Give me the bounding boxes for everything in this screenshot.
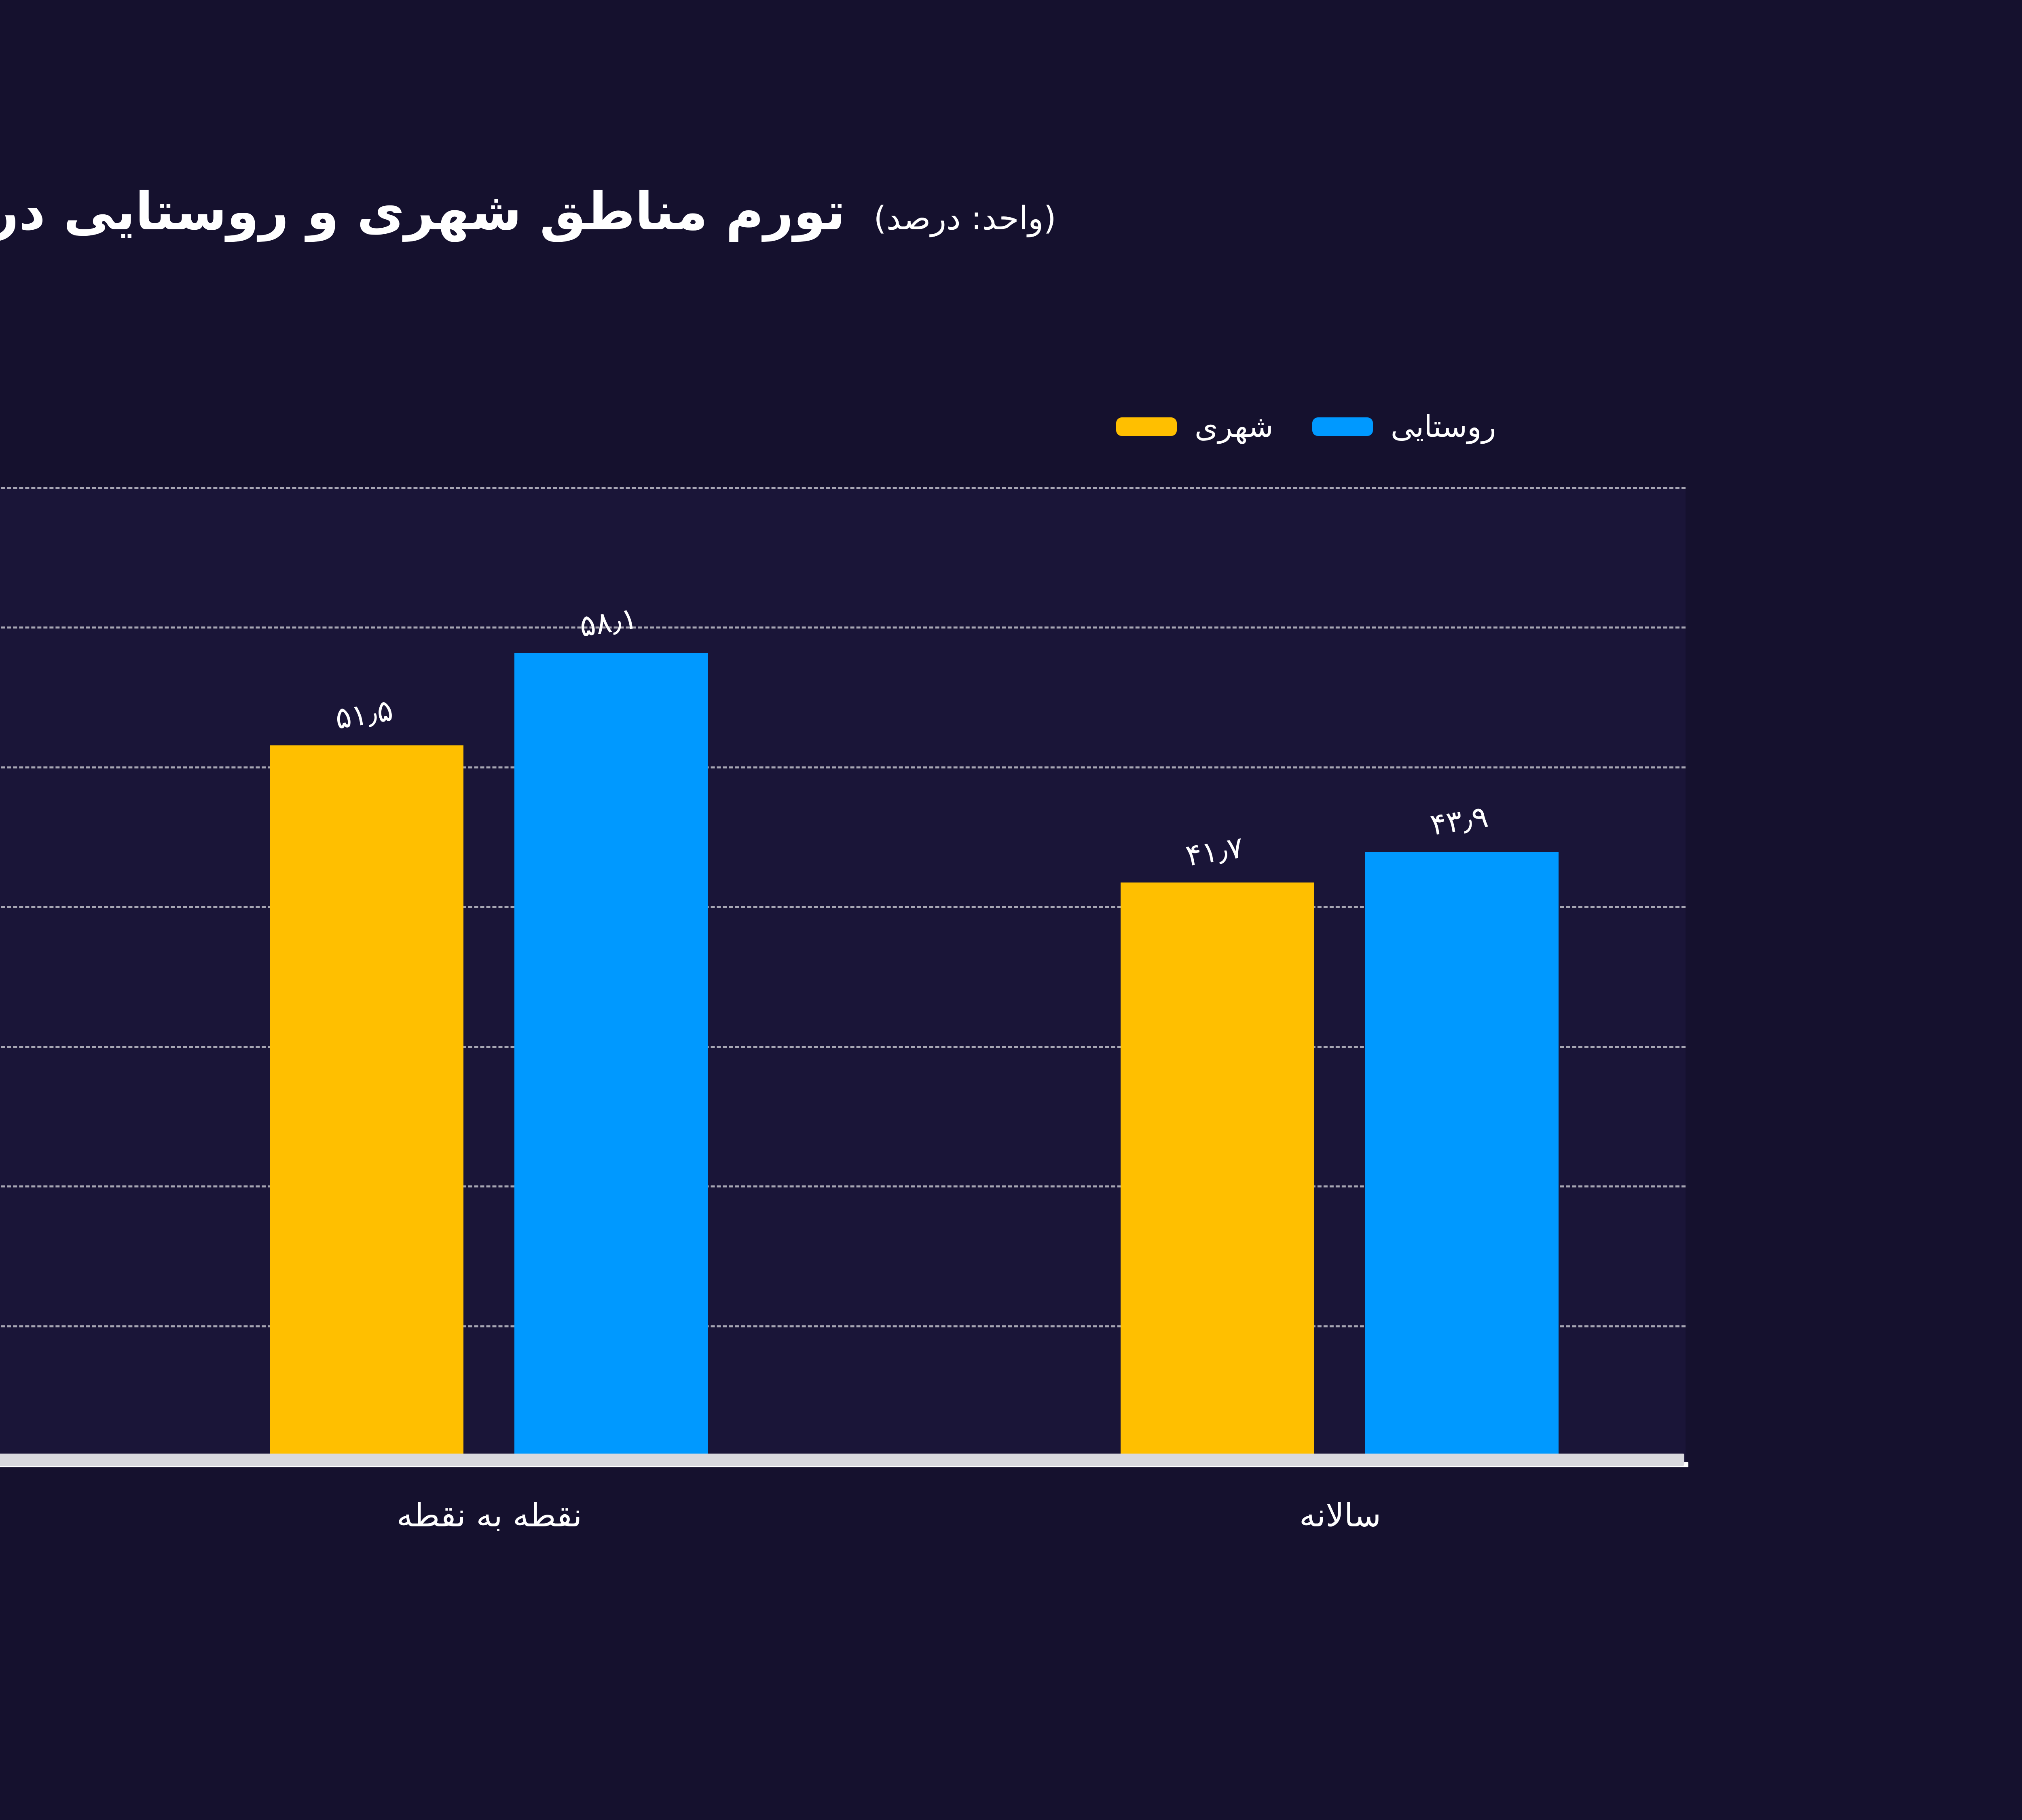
bar-urban-3[interactable] [1121,882,1314,1465]
legend-item-rural[interactable]: روستایی [1312,409,1496,444]
gridline [0,1185,1686,1188]
gridline [0,906,1686,908]
legend-item-urban[interactable]: شهری [1116,409,1273,444]
gridline [0,766,1686,768]
x-axis-category-label-3: سالانه [1299,1496,1381,1534]
x-axis-baseline-bar [0,1454,1684,1466]
gridline [0,626,1686,629]
bar-rural-3[interactable] [1365,851,1559,1465]
gridline [0,487,1686,489]
legend-label-urban: شهری [1195,409,1273,444]
chart-title-row: تورم مناطق شهری و روستایی در دی ۱۴۰۴ (وا… [0,186,2022,238]
chart-unit-subtitle: (واحد: درصد) [874,199,1056,237]
gridline [0,1325,1686,1327]
bar-urban-2[interactable] [270,745,463,1465]
x-axis-category-label-2: نقطه به نقطه [396,1496,582,1534]
plot-area [0,487,1686,1465]
legend-swatch-urban [1116,417,1177,436]
gridline [0,1045,1686,1048]
chart-title: تورم مناطق شهری و روستایی در دی ۱۴۰۴ [0,182,846,242]
chart-legend: روستایی شهری [1116,404,1690,449]
bar-rural-2[interactable] [514,653,708,1465]
legend-label-rural: روستایی [1390,409,1496,444]
legend-swatch-rural [1312,417,1373,436]
